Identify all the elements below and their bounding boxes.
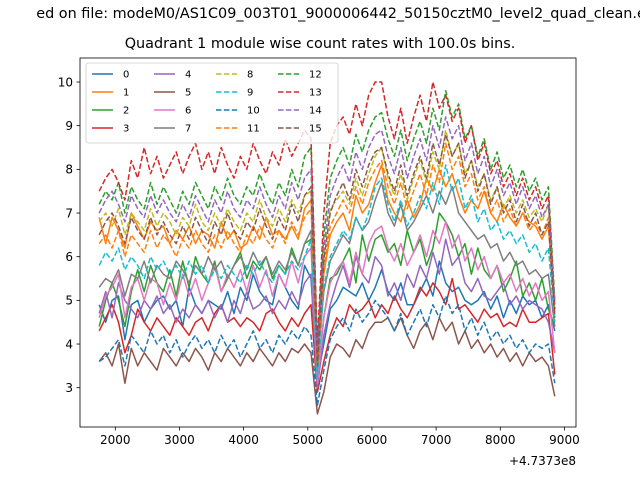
series-line-11	[98, 142, 556, 367]
chart-title: Quadrant 1 module wise count rates with …	[124, 36, 516, 52]
x-offset-label: +4.7373e8	[509, 454, 576, 468]
legend-label-8: 8	[247, 70, 253, 81]
x-tick-label-3000: 3000	[164, 433, 195, 447]
legend-label-1: 1	[123, 88, 129, 99]
legend-label-2: 2	[123, 106, 129, 117]
x-tick-label-6000: 6000	[357, 433, 388, 447]
x-tick-label-2000: 2000	[100, 433, 131, 447]
legend-label-14: 14	[309, 106, 322, 117]
legend-label-5: 5	[185, 88, 191, 99]
y-tick-label-4: 4	[65, 337, 73, 351]
axes-frame	[79, 57, 577, 428]
legend-label-13: 13	[309, 88, 322, 99]
x-tick-label-7000: 7000	[421, 433, 452, 447]
x-tick-label-8000: 8000	[485, 433, 516, 447]
y-tick-label-9: 9	[65, 119, 73, 133]
x-tick-label-5000: 5000	[293, 433, 324, 447]
y-tick-label-3: 3	[65, 381, 73, 395]
series-line-14	[98, 116, 556, 358]
series-line-4	[98, 238, 556, 389]
series-line-6	[98, 221, 556, 385]
legend-label-0: 0	[123, 70, 129, 81]
legend-label-7: 7	[185, 124, 191, 135]
series-line-12	[98, 90, 556, 350]
legend-label-15: 15	[309, 124, 322, 135]
series-line-13	[98, 81, 556, 345]
figure-suptitle: ed on file: modeM0/AS1C09_003T01_9000006…	[36, 6, 640, 22]
y-tick-label-10: 10	[58, 75, 73, 89]
series-line-15	[98, 133, 556, 367]
y-tick-label-8: 8	[65, 163, 73, 177]
legend-label-3: 3	[123, 124, 129, 135]
series-line-9	[98, 164, 556, 380]
y-tick-label-7: 7	[65, 206, 73, 220]
y-tick-label-6: 6	[65, 250, 73, 264]
series-line-7	[98, 181, 556, 367]
legend-label-9: 9	[247, 88, 253, 99]
series-line-5	[98, 317, 556, 415]
series-line-10	[98, 295, 556, 406]
legend-frame	[85, 62, 339, 144]
legend-label-10: 10	[247, 106, 260, 117]
series-line-0	[98, 260, 556, 380]
plot-area	[98, 81, 556, 415]
legend-label-6: 6	[185, 106, 191, 117]
legend-label-11: 11	[247, 124, 260, 135]
x-tick-label-4000: 4000	[228, 433, 259, 447]
legend-label-4: 4	[185, 70, 191, 81]
legend-label-12: 12	[309, 70, 322, 81]
y-tick-label-5: 5	[65, 294, 73, 308]
x-tick-label-9000: 9000	[549, 433, 580, 447]
